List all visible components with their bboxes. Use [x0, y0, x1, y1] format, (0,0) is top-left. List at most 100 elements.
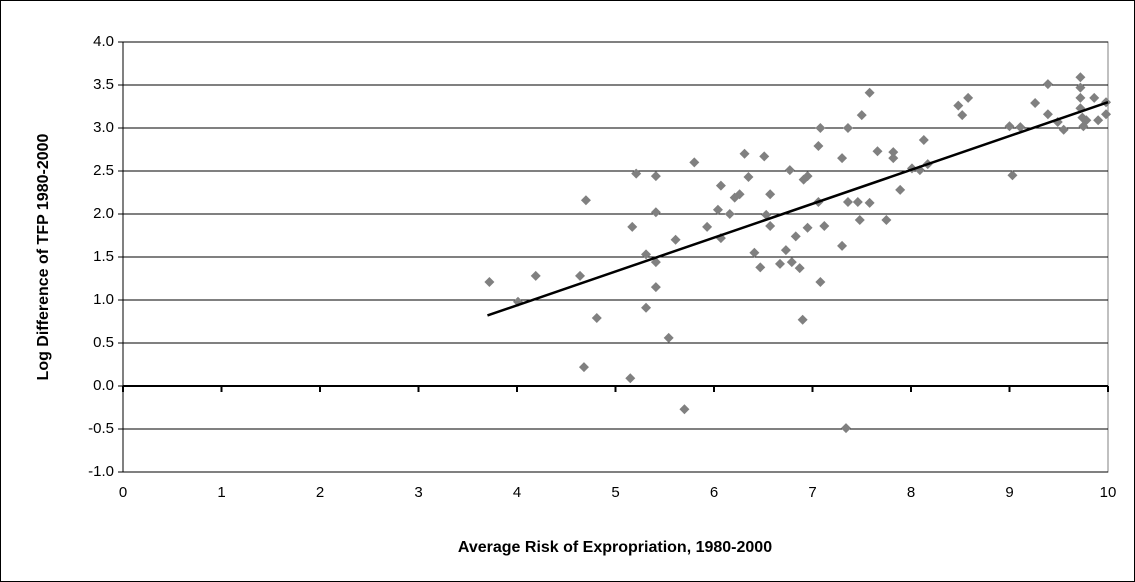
data-point — [888, 153, 899, 164]
data-point — [739, 148, 750, 159]
x-tick-label: 5 — [611, 484, 619, 501]
data-point — [650, 171, 661, 182]
data-point — [872, 146, 883, 157]
data-point — [864, 87, 875, 98]
data-point — [1042, 109, 1053, 120]
data-point — [895, 184, 906, 195]
data-point — [641, 249, 652, 260]
y-tick-label: 0.0 — [93, 377, 114, 394]
data-point — [625, 373, 636, 384]
data-point — [759, 151, 770, 162]
data-point — [689, 157, 700, 168]
data-point — [670, 234, 681, 245]
data-point — [881, 215, 892, 226]
y-tick-label: 2.0 — [93, 205, 114, 222]
y-tick-label: -1.0 — [88, 463, 114, 480]
y-tick-label: 4.0 — [93, 33, 114, 50]
data-point — [815, 276, 826, 287]
data-point — [888, 147, 899, 158]
data-point — [663, 332, 674, 343]
data-point — [641, 302, 652, 313]
data-point — [837, 153, 848, 164]
data-point — [1093, 115, 1104, 126]
data-point — [802, 222, 813, 233]
data-point — [852, 196, 863, 207]
x-tick-label: 1 — [217, 484, 225, 501]
x-tick-label: 3 — [414, 484, 422, 501]
data-point — [743, 172, 754, 183]
data-point — [864, 197, 875, 208]
data-point — [1042, 79, 1053, 90]
data-point — [1007, 170, 1018, 181]
data-point — [837, 240, 848, 251]
data-point — [734, 189, 745, 200]
data-point — [484, 276, 495, 287]
y-tick-label: 1.5 — [93, 248, 114, 265]
data-point — [702, 221, 713, 232]
y-axis-label: Log Difference of TFP 1980-2000 — [35, 133, 52, 380]
data-point — [761, 209, 772, 220]
y-tick-label: 3.5 — [93, 76, 114, 93]
data-point — [1101, 109, 1112, 120]
data-point — [963, 92, 974, 103]
x-tick-label: 10 — [1100, 484, 1117, 501]
x-tick-label: 4 — [513, 484, 521, 501]
data-point — [842, 196, 853, 207]
data-point — [715, 180, 726, 191]
x-tick-label: 0 — [119, 484, 127, 501]
data-point — [591, 313, 602, 324]
data-point — [765, 221, 776, 232]
data-point — [1015, 122, 1026, 133]
data-point — [794, 263, 805, 274]
x-tick-label: 8 — [907, 484, 915, 501]
data-point — [1081, 115, 1092, 126]
data-point — [953, 100, 964, 111]
data-point — [840, 423, 851, 434]
data-point — [627, 221, 638, 232]
y-tick-label: 2.5 — [93, 162, 114, 179]
data-point — [856, 110, 867, 121]
data-point — [784, 165, 795, 176]
data-point — [1058, 124, 1069, 135]
y-tick-label: 0.5 — [93, 334, 114, 351]
data-point — [813, 141, 824, 152]
trend-line — [487, 101, 1109, 317]
data-point — [1075, 82, 1086, 93]
data-point — [765, 189, 776, 200]
data-point — [790, 231, 801, 242]
data-point — [1089, 92, 1100, 103]
data-point — [749, 247, 760, 258]
x-tick-label: 7 — [808, 484, 816, 501]
data-point — [679, 404, 690, 415]
data-point — [780, 245, 791, 256]
data-point — [797, 314, 808, 325]
x-tick-label: 6 — [710, 484, 718, 501]
y-tick-label: -0.5 — [88, 420, 114, 437]
data-point — [631, 168, 642, 179]
data-point — [530, 270, 541, 281]
data-point — [724, 209, 735, 219]
data-point — [774, 258, 785, 269]
data-point — [819, 221, 830, 232]
x-axis-label: Average Risk of Expropriation, 1980-2000 — [458, 539, 772, 556]
data-point — [918, 135, 929, 146]
data-point — [580, 195, 591, 206]
data-point — [1075, 72, 1086, 83]
data-point — [1075, 92, 1086, 103]
data-point — [650, 282, 661, 293]
data-point — [1030, 98, 1041, 109]
x-tick-label: 2 — [316, 484, 324, 501]
data-point — [712, 204, 723, 215]
data-point — [815, 123, 826, 133]
data-point — [578, 362, 589, 373]
data-point — [957, 110, 968, 121]
data-point — [842, 123, 853, 133]
data-point — [755, 262, 766, 273]
data-point — [802, 171, 813, 182]
data-point — [786, 257, 797, 268]
x-tick-label: 9 — [1005, 484, 1013, 501]
y-tick-label: 1.0 — [93, 291, 114, 308]
data-point — [575, 270, 586, 281]
